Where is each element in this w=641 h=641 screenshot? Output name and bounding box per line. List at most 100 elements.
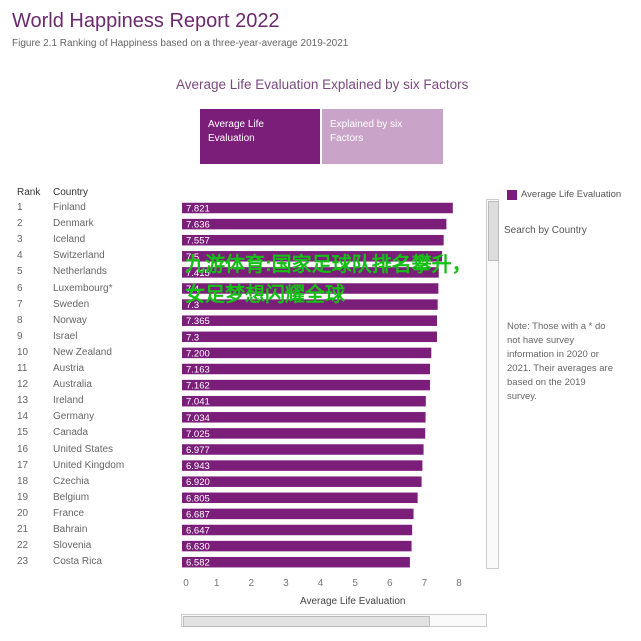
country-cell: Germany [53,411,95,423]
rank-cell: 8 [17,314,23,326]
bar[interactable] [182,234,444,246]
rank-cell: 7 [17,298,23,310]
bar-value-label: 6.920 [186,477,210,488]
x-tick-label: 4 [318,578,324,589]
bar-value-label: 6.647 [186,526,210,537]
bar[interactable] [182,460,423,471]
country-cell: Austria [53,363,85,374]
country-cell: Slovenia [53,540,92,552]
horizontal-scrollbar[interactable] [181,614,487,627]
rank-cell: 11 [17,363,28,374]
country-column-header: Country [53,187,89,198]
bar[interactable] [182,315,438,326]
rank-cell: 16 [17,443,29,455]
rank-cell: 6 [17,282,23,294]
bar[interactable] [182,202,453,214]
bar-value-label: 6.687 [186,509,210,520]
bar[interactable] [182,331,437,343]
bar[interactable] [182,412,426,423]
country-cell: Israel [53,330,78,342]
bar[interactable] [182,347,432,359]
bar-value-label: 6.977 [186,445,210,456]
bar[interactable] [182,556,410,568]
country-cell: France [53,507,85,519]
tab-average-life-evaluation[interactable]: Average Life Evaluation [200,109,320,164]
rank-cell: 10 [17,346,29,358]
bar-value-label: 6.630 [186,542,210,553]
country-cell: Canada [53,427,89,439]
country-cell: Iceland [53,234,86,246]
bar-value-label: 7.025 [186,429,210,440]
bar[interactable] [182,299,438,310]
bar[interactable] [182,218,447,230]
bar-value-label: 7.3 [186,332,199,343]
rank-cell: 12 [17,379,29,391]
bar-value-label: 6.943 [186,461,210,472]
rank-column-header: Rank [17,187,41,198]
x-tick-label: 3 [283,578,289,589]
bar-value-label: 7.3 [186,300,199,311]
tab-label: Explained by six Factors [330,119,403,144]
bar[interactable] [182,508,414,520]
x-tick-label: 2 [248,578,254,589]
bar-value-label: 6.805 [186,493,210,504]
figure-subtitle: Figure 2.1 Ranking of Happiness based on… [12,38,349,49]
x-tick-label: 0 [183,578,189,589]
country-cell: Norway [53,314,87,326]
vertical-scrollbar[interactable] [486,199,499,569]
rank-cell: 22 [17,540,29,552]
rank-cell: 18 [17,475,29,487]
watermark-overlay-text: 九游体育:国家足球队排名攀升，女足梦想闪耀全球 [185,254,472,306]
rank-cell: 4 [17,250,23,262]
bar[interactable] [182,251,443,262]
legend-label: Average Life Evaluation [521,189,622,200]
bar[interactable] [182,428,426,439]
rank-cell: 19 [17,491,29,503]
country-cell: Costa Rica [53,556,102,568]
rank-cell: 5 [17,266,23,278]
bar-value-label: 7.162 [186,381,210,392]
country-cell: Netherlands [53,266,107,278]
rank-cell: 21 [17,524,29,535]
rank-cell: 1 [17,202,23,213]
country-cell: New Zealand [53,346,112,358]
search-by-country-label[interactable]: Search by Country [504,225,587,236]
bar[interactable] [182,444,424,455]
horizontal-scroll-thumb[interactable] [183,616,430,627]
x-tick-label: 7 [422,578,428,589]
report-title: World Happiness Report 2022 [12,10,280,32]
bar[interactable] [182,379,430,391]
bar-value-label: 7.4 [186,284,199,295]
bar[interactable] [182,540,412,552]
country-cell: Finland [53,202,86,213]
rank-cell: 13 [17,395,29,407]
rank-cell: 14 [17,411,29,423]
rank-cell: 15 [17,427,29,439]
bar-value-label: 7.200 [186,348,210,359]
bar-value-label: 7.034 [186,413,210,424]
country-cell: Switzerland [53,250,105,262]
bar[interactable] [182,524,413,536]
bar[interactable] [182,283,439,294]
bar[interactable] [182,492,418,504]
rank-cell: 23 [17,556,29,568]
x-tick-label: 1 [214,578,220,589]
bar-value-label: 7.821 [186,204,210,215]
country-cell: Czechia [53,475,90,487]
bar[interactable] [182,395,426,407]
x-axis-label: Average Life Evaluation [300,596,406,607]
survey-note: Note: Those with a * do not have survey … [507,321,613,402]
country-cell: United States [53,443,114,455]
tab-explained-by-six-factors[interactable]: Explained by six Factors [322,109,443,164]
x-tick-label: 6 [387,578,393,589]
bar[interactable] [182,267,439,278]
x-tick-label: 5 [352,578,358,589]
chart-title: Average Life Evaluation Explained by six… [176,77,469,92]
vertical-scroll-thumb[interactable] [488,201,499,261]
rank-cell: 20 [17,507,29,519]
bar-value-label: 7.636 [186,220,210,231]
bar[interactable] [182,363,431,375]
bar[interactable] [182,476,422,487]
country-cell: Bahrain [53,524,88,535]
